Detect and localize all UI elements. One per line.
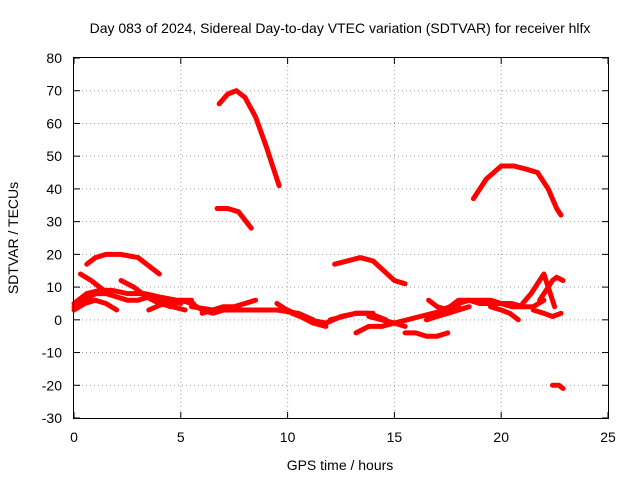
series-arc-22 (438, 297, 547, 313)
series-arc-26 (537, 274, 566, 303)
y-tick-label: 30 (46, 214, 62, 230)
series-arc-19 (402, 330, 451, 339)
series-arc-5 (71, 291, 184, 310)
x-tick-label: 10 (280, 429, 296, 445)
plot-frame (73, 57, 609, 419)
series-layer (71, 88, 566, 391)
chart-title: Day 083 of 2024, Sidereal Day-to-day VTE… (90, 20, 591, 36)
y-axis-label: SDTVAR / TECUs (5, 182, 21, 294)
series-arc-14 (285, 307, 329, 329)
series-arc-7 (71, 297, 120, 313)
series-arc-2 (214, 206, 254, 231)
x-tick-label: 0 (70, 429, 78, 445)
y-tick-label: -10 (42, 345, 62, 361)
x-tick-label: 25 (600, 429, 616, 445)
series-arc-25 (520, 271, 558, 310)
series-arc-24 (470, 163, 564, 218)
grid-layer (74, 58, 608, 418)
series-arc-16 (332, 255, 408, 287)
series-arc-1 (216, 88, 282, 189)
y-tick-label: 20 (46, 246, 62, 262)
y-tick-label: 70 (46, 83, 62, 99)
series-arc-8 (118, 278, 188, 313)
y-tick-label: -20 (42, 377, 62, 393)
series-arc-6 (71, 287, 194, 306)
y-tick-label: 50 (46, 148, 62, 164)
tick-layer (73, 57, 609, 419)
x-tick-label: 15 (387, 429, 403, 445)
x-axis-label: GPS time / hours (287, 457, 394, 473)
y-tick-label: 0 (54, 312, 62, 328)
series-arc-23 (488, 304, 521, 323)
x-tick-label: 5 (177, 429, 185, 445)
x-tick-label: 20 (493, 429, 509, 445)
y-tick-label: 10 (46, 279, 62, 295)
y-tick-label: 80 (46, 50, 62, 66)
tick-label-layer: 0 5 10 15 20 25 -30 -20 -10 0 10 20 30 40 50 60 70 80 (42, 50, 616, 445)
series-arc-27 (530, 307, 564, 319)
y-tick-label: -30 (42, 410, 62, 426)
y-tick-label: 60 (46, 115, 62, 131)
series-arc-28 (550, 382, 566, 391)
y-tick-label: 40 (46, 181, 62, 197)
series-arc-20 (423, 304, 472, 323)
series-arc-3 (84, 251, 162, 277)
